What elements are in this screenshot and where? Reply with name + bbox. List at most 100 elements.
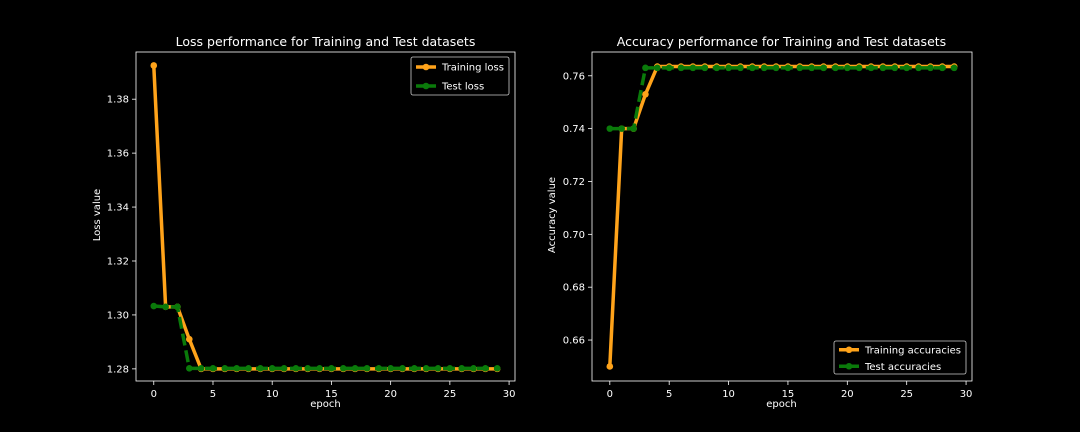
accuracy-series-1-point — [784, 64, 792, 72]
loss-ytick-label: 1.36 — [107, 149, 129, 160]
accuracy-legend-marker-0 — [845, 346, 853, 354]
accuracy-series-1-point — [903, 64, 910, 72]
loss-chart-title: Loss performance for Training and Test d… — [176, 34, 476, 49]
accuracy-series-line-1 — [609, 66, 955, 131]
loss-series-1-point — [162, 303, 169, 311]
loss-series-1-point — [482, 365, 489, 372]
accuracy-plot-frame — [591, 51, 973, 382]
accuracy-xtick-label: 5 — [666, 389, 672, 400]
loss-legend-marker-1 — [422, 82, 430, 90]
loss-series-1-point — [399, 365, 406, 372]
accuracy-series-1-point — [737, 64, 744, 72]
accuracy-series-1-point — [606, 125, 614, 132]
loss-ytick-label: 1.32 — [107, 256, 129, 267]
accuracy-xtick-label: 20 — [841, 389, 854, 400]
accuracy-xtick-label: 25 — [900, 389, 913, 400]
loss-series-1-point — [458, 365, 466, 372]
accuracy-chart-ylabel: Accuracy value — [547, 177, 558, 253]
loss-series-1-point — [316, 365, 323, 372]
loss-ytick-label: 1.34 — [107, 203, 129, 214]
accuracy-xtick-label: 15 — [782, 389, 795, 400]
accuracy-legend-label-0: Training accuracies — [864, 345, 961, 356]
loss-legend-marker-0 — [422, 63, 430, 71]
accuracy-ytick-label: 0.70 — [563, 230, 585, 241]
accuracy-series-1-point — [939, 64, 946, 72]
loss-series-line-1 — [153, 304, 498, 371]
accuracy-legend-label-1: Test accuracies — [864, 362, 941, 373]
loss-legend-label-0: Training loss — [441, 63, 504, 74]
loss-series-1-point — [387, 365, 394, 372]
accuracy-series-1-point — [927, 64, 934, 72]
loss-series-1-point — [268, 365, 276, 372]
loss-xtick-label: 10 — [266, 389, 279, 400]
loss-series-1-point — [185, 365, 193, 372]
accuracy-xtick-label: 30 — [960, 389, 973, 400]
accuracy-series-1-point — [713, 64, 720, 72]
loss-series-1-point — [209, 365, 217, 372]
loss-series-1-point — [292, 365, 300, 372]
loss-series-1-point — [339, 365, 347, 372]
accuracy-series-1-point — [820, 64, 827, 72]
loss-xtick-label: 5 — [210, 389, 216, 400]
accuracy-series-1-point — [808, 64, 815, 72]
accuracy-ytick-label: 0.72 — [563, 177, 585, 188]
accuracy-xtick-label: 10 — [722, 389, 735, 400]
loss-series-1-point — [280, 365, 288, 372]
loss-chart-xlabel: epoch — [310, 399, 340, 410]
accuracy-series-1-point — [855, 64, 863, 72]
loss-xtick-label: 30 — [503, 389, 516, 400]
loss-series-0-point — [185, 335, 193, 343]
accuracy-series-1-point — [665, 64, 673, 72]
loss-plot-frame — [135, 51, 516, 382]
accuracy-series-1-point — [796, 64, 804, 72]
accuracy-chart: Accuracy performance for Training and Te… — [547, 34, 972, 410]
accuracy-series-1-point — [772, 64, 780, 72]
accuracy-chart-title: Accuracy performance for Training and Te… — [617, 34, 946, 49]
accuracy-xtick-label: 0 — [607, 389, 613, 400]
loss-series-1-point — [422, 365, 430, 372]
loss-series-1-point — [304, 365, 312, 372]
accuracy-ytick-label: 0.76 — [563, 71, 585, 82]
loss-xtick-label: 15 — [325, 389, 338, 400]
accuracy-series-1-point — [950, 64, 958, 72]
accuracy-series-0-point — [606, 363, 614, 370]
accuracy-legend — [833, 340, 967, 375]
accuracy-series-1-point — [689, 64, 697, 72]
loss-xtick-label: 25 — [443, 389, 456, 400]
loss-series-1-point — [197, 365, 205, 372]
accuracy-ytick-label: 0.68 — [563, 283, 585, 294]
loss-series-1-point — [351, 365, 359, 372]
accuracy-series-1-point — [630, 125, 637, 132]
loss-series-1-point — [233, 365, 240, 372]
accuracy-legend-marker-1 — [845, 362, 853, 370]
accuracy-series-line-0 — [608, 64, 955, 367]
loss-series-1-point — [245, 365, 252, 372]
loss-series-0-point — [150, 62, 158, 69]
loss-series-1-point — [328, 365, 335, 372]
loss-series-1-point — [257, 365, 264, 372]
loss-xtick-label: 20 — [384, 389, 397, 400]
accuracy-series-1-point — [891, 64, 899, 72]
accuracy-ytick-label: 0.66 — [563, 336, 585, 347]
loss-series-1-point — [375, 365, 383, 372]
accuracy-series-1-point — [844, 64, 851, 72]
accuracy-series-1-point — [760, 64, 768, 72]
loss-series-1-point — [493, 365, 501, 372]
accuracy-series-1-point — [618, 125, 625, 132]
loss-chart: Loss performance for Training and Test d… — [92, 34, 515, 410]
loss-ytick-label: 1.30 — [107, 310, 129, 321]
accuracy-series-1-point — [749, 64, 756, 72]
loss-series-1-point — [434, 365, 442, 372]
accuracy-ytick-label: 0.74 — [563, 124, 585, 135]
accuracy-series-1-point — [677, 64, 685, 72]
loss-legend-label-1: Test loss — [441, 82, 484, 93]
accuracy-series-1-point — [654, 64, 661, 72]
accuracy-series-1-point — [867, 64, 875, 72]
loss-series-1-point — [363, 365, 371, 372]
accuracy-series-0-point — [642, 90, 649, 98]
accuracy-series-1-point — [642, 64, 649, 72]
accuracy-series-1-point — [701, 64, 709, 72]
loss-xtick-label: 0 — [151, 389, 157, 400]
loss-chart-ylabel: Loss value — [92, 189, 103, 241]
